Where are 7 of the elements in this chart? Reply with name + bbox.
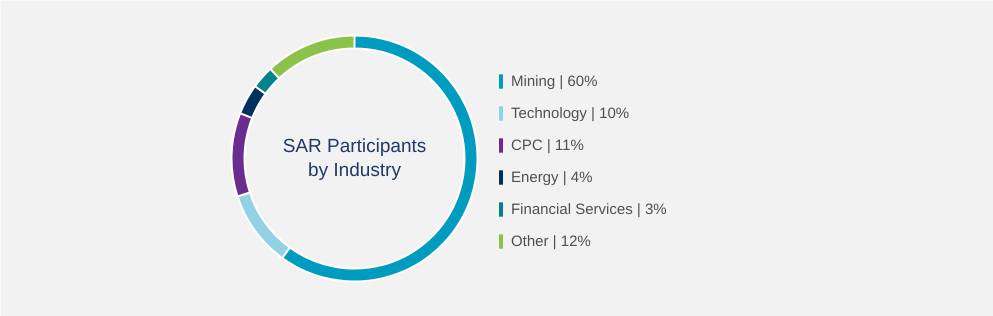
legend-label: CPC | 11%: [511, 136, 584, 154]
legend-label: Technology | 10%: [511, 104, 630, 122]
legend-label: Other | 12%: [511, 232, 591, 250]
text: SAR Participants by Industry: [282, 136, 426, 181]
legend-label: Financial Services | 3%: [511, 200, 667, 218]
legend-label: Mining | 60%: [511, 72, 598, 90]
legend-label: Energy | 4%: [511, 168, 592, 186]
